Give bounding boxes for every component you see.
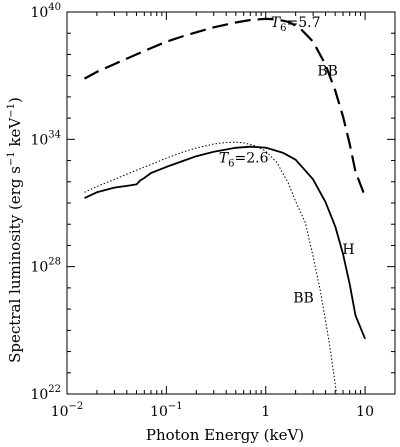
- y-axis-label-mid: keV: [6, 117, 24, 152]
- series-line-dashed: [83, 17, 367, 197]
- annotation-label: H: [342, 242, 354, 258]
- x-tick-label: 10: [356, 404, 374, 420]
- series-group: [83, 17, 367, 394]
- y-tick-label: 1034: [30, 129, 61, 148]
- axes: 10−2 10−1 1 10 1022 1028 1034 1040: [30, 2, 396, 420]
- y-axis-label: Spectral luminosity (erg s−1 keV−1): [6, 97, 24, 363]
- annotation-label: BB: [293, 291, 314, 307]
- series-line-dotted: [84, 141, 338, 394]
- y-tick-label: 1022: [30, 384, 61, 403]
- annotation-label: T6=2.6: [219, 151, 269, 170]
- y-tick-label: 1028: [30, 257, 61, 276]
- annotations: T6=5.7 BB T6=2.6 H BB: [219, 15, 355, 307]
- x-tick-label: 10−1: [150, 401, 183, 420]
- x-axis-label: Photon Energy (keV): [146, 426, 304, 444]
- plot-frame: [66, 11, 396, 395]
- y-tick-label: 1040: [30, 2, 61, 21]
- x-tick-label: 1: [261, 404, 270, 420]
- y-axis-label-exp1: −1: [6, 151, 17, 166]
- annotation-label: T6=5.7: [271, 15, 321, 34]
- y-axis-label-end: ): [6, 97, 24, 103]
- y-axis-label-main: Spectral luminosity (erg s: [6, 166, 24, 363]
- annotation-label: BB: [317, 64, 338, 80]
- x-tick-label: 10−2: [51, 401, 84, 420]
- series-line-solid: [84, 145, 366, 340]
- y-axis-label-exp2: −1: [6, 103, 17, 118]
